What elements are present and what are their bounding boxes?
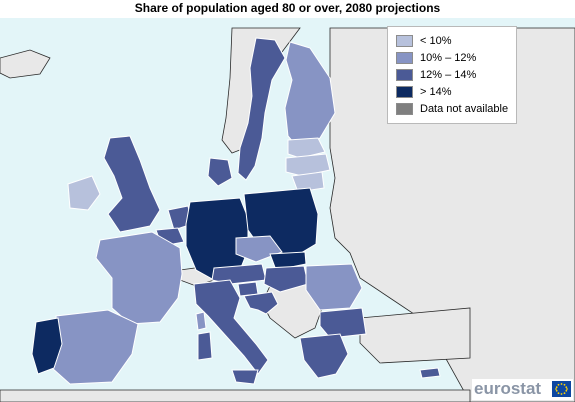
legend-label: < 10% [420,35,452,47]
iceland [0,49,51,79]
legend-swatch [396,35,413,47]
country-uk [103,135,161,233]
country-italy-sardinia [197,331,213,361]
legend-label: 12% – 14% [420,69,477,81]
eu-flag-icon [552,381,571,397]
country-cyprus [419,367,441,379]
legend-swatch [396,52,413,64]
north-africa [0,389,471,402]
country-france [95,231,183,325]
country-sweden [237,37,286,181]
legend-label: Data not available [420,103,509,115]
country-romania [305,263,363,311]
country-greece [299,333,349,379]
legend-label: 10% – 12% [420,52,477,64]
country-slovenia [237,281,259,297]
legend-swatch [396,69,413,81]
country-ireland [67,175,101,211]
country-croatia [243,291,279,315]
country-italy [193,279,269,375]
country-bulgaria [319,307,367,339]
country-hungary [263,265,309,293]
country-slovakia [269,251,307,271]
country-france-corsica [195,311,207,331]
turkey [359,307,471,364]
country-italy-sicily [231,369,259,385]
legend-swatch [396,86,413,98]
legend-swatch [396,103,413,115]
country-denmark [207,157,233,187]
map-legend: < 10% 10% – 12% 12% – 14% > 14% Data not… [387,26,517,124]
country-portugal [31,317,63,375]
eurostat-logo: eurostat [472,379,573,400]
country-austria [211,263,267,285]
legend-label: > 14% [420,86,452,98]
logo-text: eurostat [474,379,542,398]
map-title: Share of population aged 80 or over, 208… [134,1,441,15]
eu-countries [31,37,441,385]
country-lithuania [291,171,325,193]
